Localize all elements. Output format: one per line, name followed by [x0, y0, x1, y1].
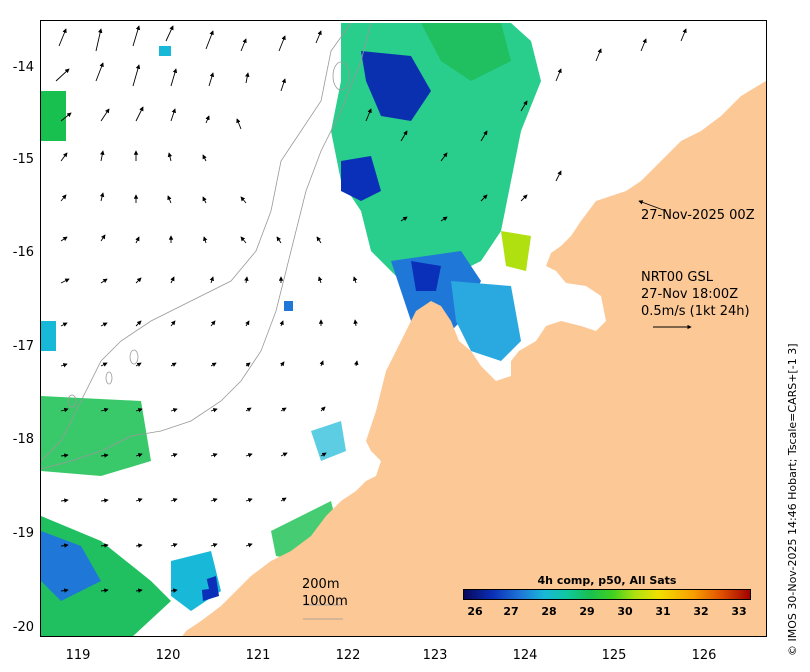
land-mass [182, 81, 766, 636]
colorbar-tick: 27 [503, 605, 519, 618]
lat-tick: -14 [12, 60, 34, 75]
lon-tick: 121 [245, 648, 271, 663]
current-vectors [55, 25, 692, 593]
sst-map: 27-Nov-2025 00Z NRT00 GSL 27-Nov 18:00Z … [40, 20, 767, 637]
map-canvas [41, 22, 766, 636]
product-line2: 27-Nov 18:00Z [641, 287, 739, 302]
colorbar-tick: 32 [693, 605, 709, 618]
credit-text: © IMOS 30-Nov-2025 14:46 Hobart; Tscale=… [786, 343, 799, 656]
colorbar-tick: 33 [731, 605, 747, 618]
colorbar-tick: 31 [655, 605, 671, 618]
lon-tick: 122 [335, 648, 361, 663]
lat-tick: -16 [12, 245, 34, 260]
contour-200-label: 200m [302, 577, 340, 592]
colorbar-gradient [463, 589, 751, 600]
colorbar-title: 4h comp, p50, All Sats [537, 574, 677, 587]
product-line1: NRT00 GSL [641, 270, 713, 285]
lon-tick: 124 [512, 648, 538, 663]
lon-tick: 119 [65, 648, 91, 663]
colorbar-tick: 26 [467, 605, 483, 618]
lon-tick: 123 [422, 648, 448, 663]
colorbar-tick: 30 [617, 605, 633, 618]
lat-tick: -18 [12, 432, 34, 447]
lon-tick: 126 [691, 648, 717, 663]
lat-tick: -15 [12, 152, 34, 167]
time-label: 27-Nov-2025 00Z [641, 208, 755, 223]
colorbar-tick: 28 [541, 605, 557, 618]
sst-colorbar: 4h comp, p50, All Sats 26 27 28 29 30 31… [455, 574, 759, 624]
bathymetry-contours [41, 22, 372, 470]
lat-tick: -20 [12, 620, 34, 635]
contour-1000-label: 1000m [302, 594, 348, 609]
lon-tick: 120 [155, 648, 181, 663]
lat-tick: -17 [12, 339, 34, 354]
colorbar-tick: 29 [579, 605, 595, 618]
lat-tick: -19 [12, 526, 34, 541]
vector-scale-label: 0.5m/s (1kt 24h) [641, 304, 750, 319]
lon-tick: 125 [601, 648, 627, 663]
